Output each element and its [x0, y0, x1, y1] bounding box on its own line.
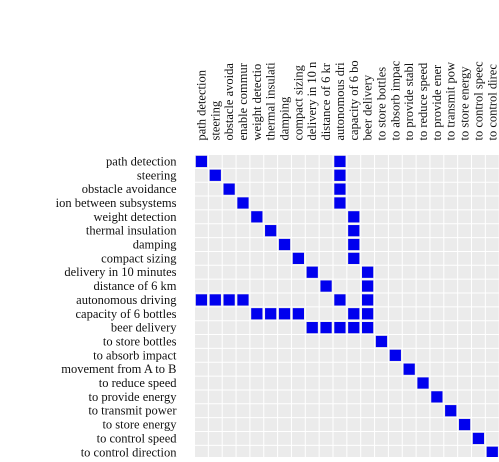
column-tick-label: to store energy	[458, 66, 472, 141]
heatmap-cell	[459, 419, 470, 430]
column-tick-label: to control direc	[485, 64, 499, 141]
column-tick-label: to transmit pow	[444, 62, 458, 140]
heatmap-cell	[362, 308, 373, 319]
column-tick-label: thermal insulati	[264, 62, 278, 141]
heatmap-cell	[376, 336, 387, 347]
heatmap-cell	[362, 294, 373, 305]
heatmap-cell	[224, 184, 235, 195]
heatmap-cell	[417, 377, 428, 388]
heatmap-cell	[334, 197, 345, 208]
column-tick-label: to reduce speed	[416, 62, 430, 140]
heatmap-cell	[445, 405, 456, 416]
column-tick-label: distance of 6 kr	[319, 62, 333, 140]
heatmap-cell	[265, 308, 276, 319]
column-tick-label: delivery in 10 n	[305, 61, 319, 141]
heatmap-cell	[473, 433, 484, 444]
heatmap-cell	[348, 308, 359, 319]
column-tick-label: to absorb impac	[388, 60, 402, 140]
heatmap-cell	[196, 156, 207, 167]
column-tick-label: obstacle avoida	[222, 63, 236, 141]
column-tick-label: path detection	[194, 69, 208, 140]
heatmap-cell	[265, 225, 276, 236]
column-tick-label: to provide ener	[430, 64, 444, 141]
heatmap-cell	[320, 280, 331, 291]
heatmap-cell	[196, 294, 207, 305]
heatmap-cell	[293, 308, 304, 319]
row-tick-label: ion between subsystems	[56, 196, 177, 210]
row-tick-label: to provide energy	[89, 390, 178, 404]
heatmap-cell	[362, 267, 373, 278]
heatmap-cell	[348, 253, 359, 264]
heatmap-cell	[348, 211, 359, 222]
row-tick-label: compact sizing	[101, 251, 177, 265]
heatmap-cell	[237, 294, 248, 305]
heatmap-cell	[390, 350, 401, 361]
row-tick-label: to control speed	[97, 431, 178, 445]
heatmap-cell	[237, 197, 248, 208]
row-tick-label: to absorb impact	[93, 348, 177, 362]
row-tick-label: autonomous driving	[76, 293, 177, 307]
row-tick-label: distance of 6 km	[94, 279, 177, 293]
row-tick-label: to transmit power	[88, 404, 177, 418]
row-tick-label: steering	[137, 168, 177, 182]
row-tick-label: movement from A to B	[61, 362, 176, 376]
heatmap-cell	[431, 391, 442, 402]
column-tick-label: damping	[278, 96, 292, 140]
heatmap-cell	[224, 294, 235, 305]
column-tick-label: weight detectio	[250, 64, 264, 141]
column-tick-label: enable commur	[236, 62, 250, 140]
row-tick-label: obstacle avoidance	[82, 182, 177, 196]
heatmap-cell	[251, 211, 262, 222]
heatmap-cell	[348, 239, 359, 250]
row-tick-label: capacity of 6 bottles	[75, 307, 176, 321]
heatmap-cell	[307, 267, 318, 278]
heatmap-cell	[307, 322, 318, 333]
row-tick-label: to store energy	[102, 418, 177, 432]
heatmap-cell	[320, 322, 331, 333]
row-tick-label: thermal insulation	[86, 224, 177, 238]
heatmap-cell	[293, 253, 304, 264]
column-tick-label: beer delivery	[361, 74, 375, 140]
heatmap-cell	[210, 170, 221, 181]
column-tick-label: to store bottles	[374, 67, 388, 141]
column-tick-label: compact sizing	[291, 64, 305, 140]
heatmap-cell	[334, 170, 345, 181]
row-tick-label: weight detection	[94, 210, 178, 224]
heatmap-cell	[334, 322, 345, 333]
row-tick-label: path detection	[106, 154, 177, 168]
column-tick-label: to control speec	[471, 61, 485, 141]
heatmap-cell	[279, 308, 290, 319]
column-tick-label: to provide stabl	[402, 62, 416, 140]
column-tick-label: autonomous dri	[333, 62, 347, 141]
heatmap-cell	[487, 447, 498, 457]
heatmap-cell	[210, 294, 221, 305]
row-tick-label: delivery in 10 minutes	[64, 265, 176, 279]
heatmap-cell	[362, 280, 373, 291]
row-tick-label: to store bottles	[103, 334, 177, 348]
heatmap-cell	[334, 156, 345, 167]
heatmap-cell	[362, 322, 373, 333]
row-tick-label: damping	[133, 238, 177, 252]
heatmap-cell	[404, 364, 415, 375]
row-tick-label: beer delivery	[111, 321, 177, 335]
row-tick-label: to control direction	[81, 445, 178, 457]
row-tick-label: to reduce speed	[99, 376, 177, 390]
heatmap-cell	[279, 239, 290, 250]
heatmap-cell	[348, 225, 359, 236]
heatmap-cell	[334, 294, 345, 305]
column-tick-label: capacity of 6 bo	[347, 60, 361, 140]
heatmap-cell	[334, 184, 345, 195]
heatmap-cell	[251, 308, 262, 319]
heatmap-cell	[348, 322, 359, 333]
column-tick-label: steering	[208, 100, 222, 140]
